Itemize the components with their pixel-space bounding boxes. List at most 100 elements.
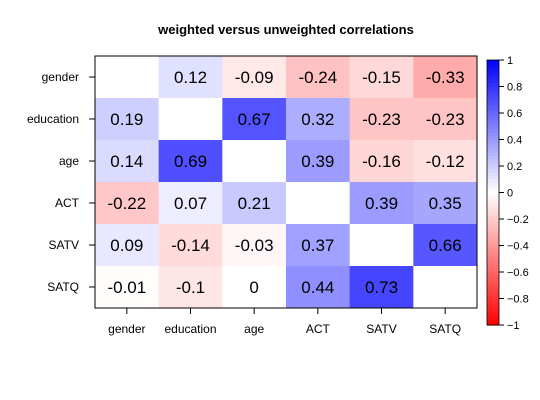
heatmap-cell (158, 98, 223, 141)
cell-value-label: 0.44 (301, 278, 334, 297)
heatmap-cell (349, 182, 414, 225)
heatmap-cell (158, 56, 223, 99)
legend-color-step (487, 76, 499, 81)
legend-color-step (487, 86, 499, 91)
legend-color-step (487, 268, 499, 273)
legend-color-step (487, 83, 499, 88)
cell-value-label: 0.07 (174, 194, 207, 213)
legend-color-step (487, 301, 499, 306)
heatmap-cell (349, 224, 414, 267)
heatmap-cell (413, 182, 478, 225)
legend-color-step (487, 202, 499, 207)
legend-tick-label: 0.2 (507, 161, 522, 173)
legend-color-step (487, 93, 499, 98)
legend-color-step (487, 126, 499, 131)
legend-color-step (487, 73, 499, 78)
legend-color-step (487, 166, 499, 170)
legend-color-step (487, 215, 499, 220)
legend-tick-label: −0.8 (507, 294, 529, 306)
legend-color-step (487, 311, 499, 316)
heatmap-cell (286, 224, 351, 267)
legend-color-step (487, 152, 499, 157)
cell-value-label: 0.32 (301, 110, 334, 129)
legend-color-step (487, 192, 499, 197)
cell-value-label: -0.24 (298, 68, 337, 87)
legend-tick-label: 0 (507, 188, 513, 200)
cell-value-label: -0.22 (107, 194, 146, 213)
cell-value-label: 0.35 (429, 194, 462, 213)
heatmap-cell (222, 98, 287, 141)
heatmap-cell (158, 266, 223, 309)
row-label: SATQ (47, 280, 79, 294)
chart-title: weighted versus unweighted correlations (157, 22, 414, 37)
legend-color-step (487, 305, 499, 310)
legend-color-step (487, 113, 499, 117)
legend-color-step (487, 212, 499, 217)
heatmap-cell (95, 224, 160, 267)
heatmap-cell (222, 224, 287, 267)
legend-color-step (487, 179, 499, 184)
legend-color-step (487, 228, 499, 233)
legend-color-step (487, 159, 499, 164)
cell-value-label: 0.14 (110, 152, 143, 171)
legend-color-step (487, 285, 499, 290)
heatmap-cell (349, 266, 414, 309)
heatmap-cell (349, 140, 414, 183)
heatmap-cell (158, 140, 223, 183)
legend-color-step (487, 232, 499, 237)
heatmap-cell (222, 266, 287, 309)
heatmap-cell (95, 182, 160, 225)
cell-value-label: -0.14 (171, 236, 210, 255)
heatmap-cell (158, 224, 223, 267)
cell-value-label: 0.67 (238, 110, 271, 129)
cell-value-label: 0.69 (174, 152, 207, 171)
heatmap-cell (95, 140, 160, 183)
heatmap-cell (95, 98, 160, 141)
heatmap-cell (349, 56, 414, 99)
cell-value-label: 0.12 (174, 68, 207, 87)
row-label: gender (42, 70, 79, 84)
legend-color-step (487, 295, 499, 300)
legend-color-step (487, 182, 499, 187)
heatmap-cell (413, 224, 478, 267)
legend-color-step (487, 175, 499, 180)
column-labels: gender education age ACT SATV SATQ (108, 308, 461, 336)
legend-color-step (487, 136, 499, 141)
legend-tick-label: 0.8 (507, 82, 522, 94)
legend-color-step (487, 142, 499, 147)
legend-color-step (487, 321, 499, 326)
legend-color-step (487, 308, 499, 313)
heatmap-cell (286, 182, 351, 225)
legend-color-step (487, 156, 499, 160)
legend-color-step (487, 291, 499, 296)
column-label: education (164, 322, 216, 336)
legend-color-step (487, 149, 499, 154)
legend-color-step (487, 265, 499, 270)
heatmap-cell (286, 140, 351, 183)
legend-color-step (487, 225, 499, 230)
cell-value-label: 0.39 (301, 152, 334, 171)
legend-color-step (487, 205, 499, 210)
legend-tick-label: 1 (507, 55, 513, 67)
legend-color-step (487, 209, 499, 213)
legend-color-step (487, 69, 499, 74)
legend-tick-label: −0.4 (507, 241, 529, 253)
legend-color-step (487, 79, 499, 84)
legend-color-step (487, 185, 499, 190)
heatmap-cell (286, 266, 351, 309)
legend-color-step (487, 258, 499, 263)
legend-color-step (487, 195, 499, 200)
legend-color-step (487, 219, 499, 223)
legend-color-step (487, 252, 499, 257)
heatmap-cell (286, 98, 351, 141)
legend-color-step (487, 119, 499, 124)
legend-color-step (487, 109, 499, 114)
cell-value-label: 0.19 (110, 110, 143, 129)
cell-value-label: 0.39 (365, 194, 398, 213)
heatmap-cells: 0.12 -0.09 -0.24 -0.15 -0.33 0.19 0.67 0.32 -0.2… (95, 56, 478, 309)
legend-color-step (487, 278, 499, 283)
cell-value-label: -0.33 (426, 68, 465, 87)
legend-tick-label: 0.6 (507, 108, 522, 120)
legend-color-step (487, 318, 499, 323)
